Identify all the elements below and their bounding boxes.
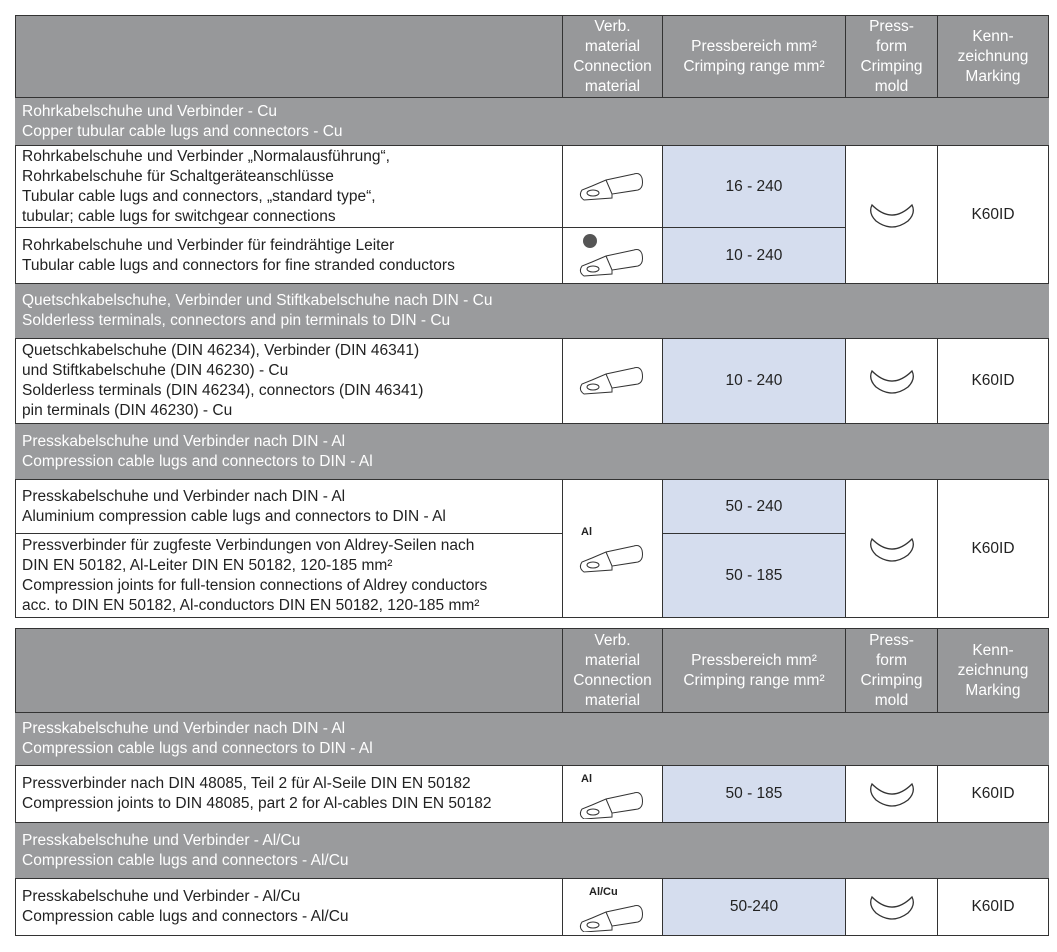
header-mold: Press-form Crimping mold: [845, 15, 938, 98]
header-material: Verb. material Connection material: [562, 628, 663, 713]
marking-value: K60ID: [937, 878, 1049, 936]
range-value: 10 - 240: [662, 338, 846, 424]
alcu-lug-icon: Al/Cu: [562, 878, 663, 936]
crimping-mold-icon: [845, 145, 938, 284]
table-1: Verb. material Connection material Pressber…: [15, 15, 1049, 618]
table-row: Quetschkabelschuhe (DIN 46234), Verbinde…: [15, 338, 1049, 424]
marking-value: K60ID: [937, 479, 1049, 618]
crimping-mold-icon: [845, 878, 938, 936]
marking-value: K60ID: [937, 338, 1049, 424]
range-value: 16 - 240: [662, 145, 846, 228]
header-marking: Kenn-zeichnung Marking: [937, 628, 1049, 713]
fine-stranded-lug-icon: [562, 227, 663, 284]
table-row: Rohrkabelschuhe und Verbinder „Normalaus…: [15, 145, 1049, 284]
header-description: [15, 15, 563, 98]
section-header: Presskabelschuhe und Verbinder nach DIN …: [15, 712, 1049, 766]
al-connector-icon: Al: [562, 765, 663, 823]
header-range: Pressbereich mm² Crimping range mm²: [662, 15, 846, 98]
table-row: Pressverbinder nach DIN 48085, Teil 2 fü…: [15, 765, 1049, 823]
section-header: Quetschkabelschuhe, Verbinder und Stiftk…: [15, 283, 1049, 339]
range-value: 50 - 240: [662, 479, 846, 534]
tubular-lug-icon: [562, 145, 663, 228]
header-material: Verb. material Connection material: [562, 15, 663, 98]
range-value: 50 - 185: [662, 765, 846, 823]
header-range: Pressbereich mm² Crimping range mm²: [662, 628, 846, 713]
range-value: 50 - 185: [662, 533, 846, 618]
crimping-mold-icon: [845, 338, 938, 424]
marking-value: K60ID: [937, 765, 1049, 823]
table-row: Presskabelschuhe und Verbinder nach DIN …: [15, 479, 1049, 618]
range-value: 50-240: [662, 878, 846, 936]
table-row: Rohrkabelschuhe und Verbinder für feindr…: [15, 227, 1049, 284]
section-header: Presskabelschuhe und Verbinder nach DIN …: [15, 423, 1049, 480]
solderless-terminal-icon: [562, 338, 663, 424]
header-marking: Kenn-zeichnung Marking: [937, 15, 1049, 98]
header-mold: Press-form Crimping mold: [845, 628, 938, 713]
marking-value: K60ID: [937, 145, 1049, 284]
section-header: Presskabelschuhe und Verbinder - Al/Cu Co…: [15, 822, 1049, 879]
table-row: Pressverbinder für zugfeste Verbindungen…: [15, 533, 1049, 618]
al-lug-icon: Al: [562, 479, 663, 618]
header-description: [15, 628, 563, 713]
table-2: Verb. material Connection material Pressber…: [15, 628, 1049, 936]
section-header: Rohrkabelschuhe und Verbinder - Cu Copper…: [15, 97, 1049, 146]
range-value: 10 - 240: [662, 227, 846, 284]
crimping-mold-icon: [845, 765, 938, 823]
crimping-mold-icon: [845, 479, 938, 618]
table-row: Presskabelschuhe und Verbinder - Al/Cu Co…: [15, 878, 1049, 936]
